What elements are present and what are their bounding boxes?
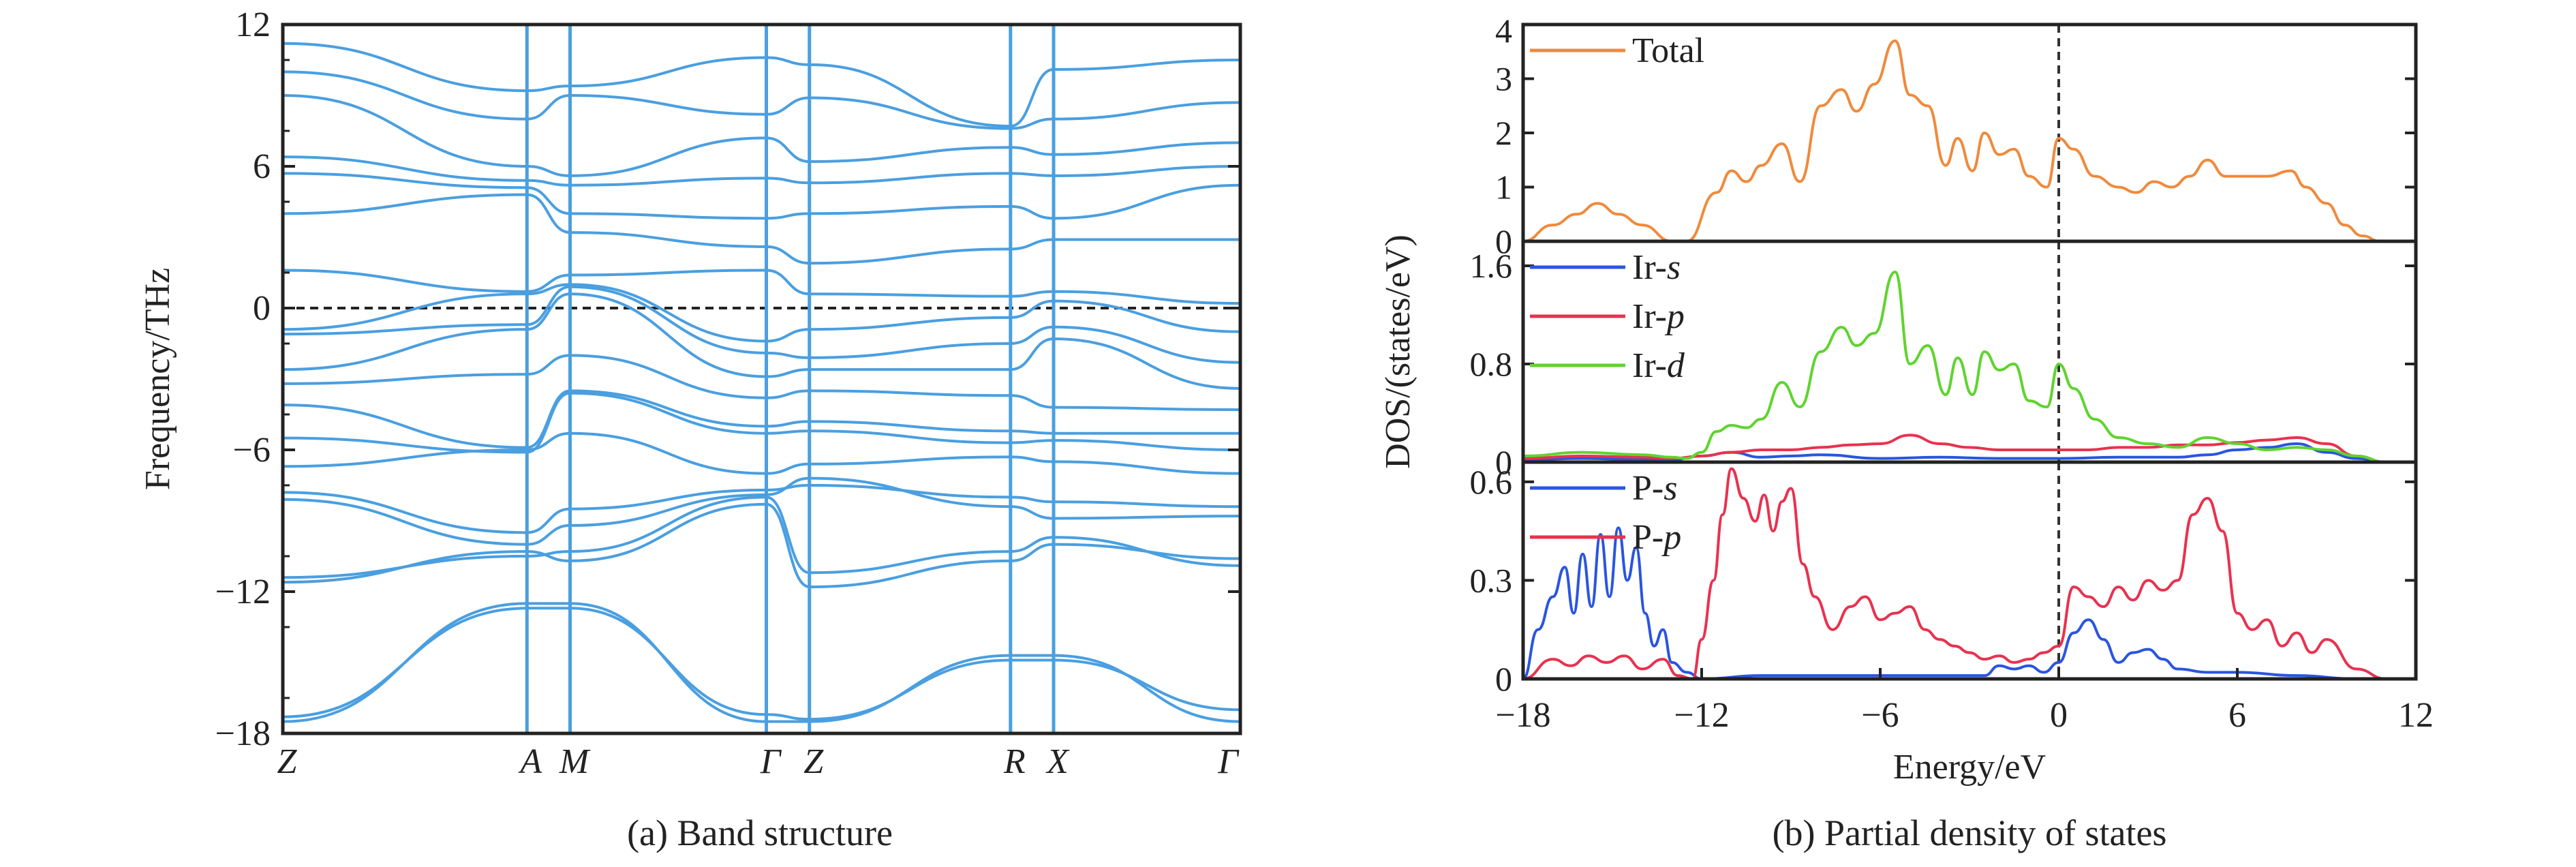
kpoint-label-6: X bbox=[1045, 742, 1070, 781]
pdos-ytick-label-2-1: 0.8 bbox=[1470, 345, 1513, 383]
pdos-ytick-label-3-1: 0.3 bbox=[1470, 561, 1513, 599]
band-line-10 bbox=[282, 354, 1241, 412]
pdos-xtick-label-2: −6 bbox=[1861, 696, 1899, 735]
kpoint-label-7: Γ bbox=[1217, 742, 1240, 781]
band-ytick-label-4: 6 bbox=[253, 147, 271, 186]
band-line-6 bbox=[282, 483, 1241, 534]
band-line-8 bbox=[282, 391, 1241, 454]
legend-label-p-s: P-s bbox=[1632, 469, 1678, 508]
band-line-15 bbox=[282, 193, 1240, 265]
band-kpoint-lines bbox=[525, 25, 1056, 733]
band-line-17 bbox=[282, 155, 1241, 187]
band-line-2 bbox=[282, 607, 1241, 721]
band-y-ticks: −18 −12 −6 0 6 12 bbox=[215, 5, 1240, 753]
band-ytick-label-1: −12 bbox=[215, 573, 271, 611]
legend-label-p-p: P-p bbox=[1632, 518, 1681, 557]
legend-label-ir-p: Ir-p bbox=[1632, 297, 1685, 336]
band-line-3 bbox=[282, 502, 1241, 589]
pdos-series-ir-d bbox=[1522, 270, 2416, 463]
pdos-series-ir-p bbox=[1522, 434, 2416, 463]
band-ytick-label-3: 0 bbox=[253, 289, 271, 328]
band-line-9 bbox=[282, 389, 1240, 449]
pdos-ytick-label-1-1: 1 bbox=[1495, 168, 1512, 207]
pdos-series-total bbox=[1522, 39, 2416, 243]
pdos-x-axis-label: Energy/eV bbox=[1893, 748, 2046, 787]
band-line-14 bbox=[282, 269, 1241, 305]
pdos-xtick-label-5: 12 bbox=[2398, 696, 2434, 735]
band-line-7 bbox=[282, 431, 1241, 475]
pdos-ytick-label-2-2: 1.6 bbox=[1470, 247, 1513, 285]
band-line-18 bbox=[282, 94, 1241, 177]
kpoint-label-5: R bbox=[1003, 742, 1026, 781]
caption-band-structure: (a) Band structure bbox=[627, 812, 893, 853]
band-ytick-label-2: −6 bbox=[233, 431, 271, 470]
legend-label-ir-s: Ir-s bbox=[1632, 248, 1681, 287]
pdos-ytick-label-3-2: 0.6 bbox=[1470, 463, 1513, 501]
pdos-ytick-label-1-4: 4 bbox=[1495, 12, 1512, 50]
band-line-5 bbox=[282, 476, 1241, 546]
kpoint-label-3: Γ bbox=[760, 742, 782, 781]
caption-pdos: (b) Partial density of states bbox=[1773, 812, 2167, 853]
band-ytick-label-5: 12 bbox=[235, 5, 271, 44]
pdos-xtick-label-3: 0 bbox=[2050, 696, 2068, 735]
band-plot-frame bbox=[281, 22, 1242, 735]
pdos-ytick-label-3-0: 0 bbox=[1495, 660, 1512, 698]
pdos-ytick-label-1-2: 2 bbox=[1495, 114, 1512, 152]
band-y-axis-label: Frequency/THz bbox=[138, 268, 177, 490]
pdos-xtick-label-0: −18 bbox=[1495, 696, 1550, 735]
band-line-1 bbox=[282, 602, 1241, 723]
pdos-ytick-label-1-3: 3 bbox=[1495, 60, 1512, 98]
kpoint-label-4: Z bbox=[803, 742, 824, 781]
pdos-ytick-label-2-0: 0 bbox=[1495, 443, 1512, 481]
pdos-y-axis-label: DOS/(states/eV) bbox=[1379, 234, 1417, 469]
pdos-ytick-label-1-0: 0 bbox=[1495, 222, 1512, 260]
legend-label-ir-d: Ir-d bbox=[1632, 346, 1685, 385]
band-line-19 bbox=[282, 70, 1241, 130]
pdos-xtick-label-1: −12 bbox=[1674, 696, 1729, 735]
band-line-4 bbox=[282, 496, 1241, 579]
band-lines bbox=[282, 42, 1241, 723]
band-line-16 bbox=[282, 172, 1241, 220]
pdos-plot-frame bbox=[1521, 22, 2418, 681]
kpoint-label-1: A bbox=[518, 742, 542, 781]
band-line-12 bbox=[282, 285, 1241, 364]
kpoint-label-0: Z bbox=[277, 742, 298, 781]
legend-label-total: Total bbox=[1632, 31, 1704, 70]
pdos-series-p-s bbox=[1522, 526, 2416, 681]
pdos-xtick-label-4: 6 bbox=[2228, 696, 2246, 735]
pdos-series-p-p bbox=[1522, 467, 2416, 681]
band-ytick-label-0: −18 bbox=[215, 714, 271, 753]
kpoint-label-2: M bbox=[559, 742, 591, 781]
